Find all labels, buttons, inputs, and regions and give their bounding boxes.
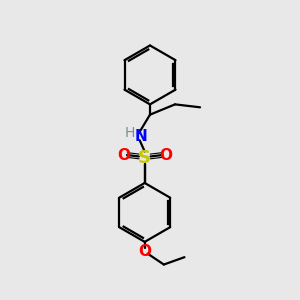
Text: O: O <box>159 148 172 163</box>
Text: O: O <box>138 244 151 259</box>
Text: S: S <box>138 149 151 167</box>
Text: N: N <box>134 129 147 144</box>
Text: H: H <box>125 126 135 140</box>
Text: O: O <box>117 148 130 163</box>
